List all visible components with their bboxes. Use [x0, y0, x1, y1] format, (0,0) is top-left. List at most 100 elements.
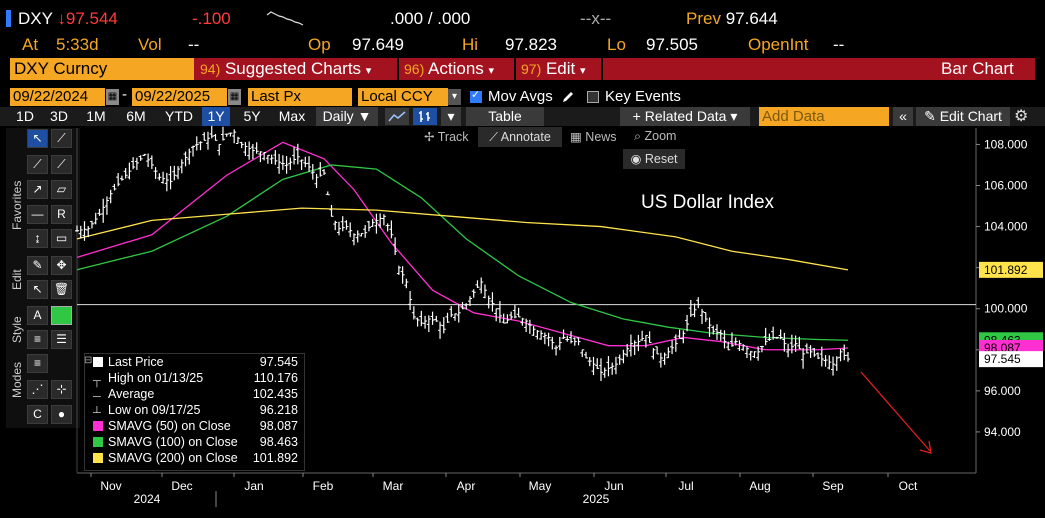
check-icon: ✓ — [471, 89, 481, 101]
chart-type-label[interactable]: Bar Chart — [941, 59, 1014, 78]
pen-tool-icon[interactable]: ✎ — [27, 256, 48, 275]
dropdown-arrow-icon[interactable]: ▾ — [448, 89, 461, 105]
start-date-input[interactable]: 09/22/2024 — [10, 88, 105, 106]
period-tab-ytd[interactable]: YTD — [165, 108, 193, 124]
line-weight-icon[interactable]: ≡ — [27, 330, 48, 349]
color-swatch-icon[interactable] — [51, 306, 72, 325]
annotate-button[interactable]: ⟋ Annotate — [478, 127, 562, 147]
menu-divider — [601, 58, 603, 80]
trend-line-icon[interactable]: ⟋ — [27, 155, 48, 174]
frequency-select[interactable]: Daily ▼ — [316, 107, 378, 126]
cursor-tool-icon[interactable]: ↖ — [27, 129, 48, 148]
horizontal-line-icon[interactable]: — — [27, 205, 48, 224]
legend-value: 102.435 — [252, 387, 298, 401]
add-data-input[interactable]: Add Data — [759, 107, 889, 126]
low-value: 97.505 — [646, 35, 698, 54]
high-label: Hi — [462, 35, 479, 54]
actions-menu[interactable]: 96) Actions ▾ — [404, 58, 494, 82]
time-value: 5:33d — [56, 35, 99, 54]
legend-high-row[interactable]: ┬ High on 01/13/25 110.176 — [85, 370, 304, 387]
select-tool-icon[interactable]: ↖ — [27, 280, 48, 299]
zoom-button[interactable]: ⌕ Zoom — [634, 129, 676, 144]
ticker-tag — [6, 10, 11, 27]
period-tab-max[interactable]: Max — [278, 108, 306, 124]
legend-sma100-row[interactable]: SMAVG (100) on Close 98.463 — [85, 434, 304, 450]
arrow-line-icon[interactable]: ↗ — [27, 180, 48, 199]
trash-icon[interactable]: 🗑 — [51, 280, 72, 299]
fib-tool-icon[interactable]: ↨ — [27, 229, 48, 248]
field-select[interactable]: Last Px — [248, 88, 352, 106]
trend-arrow-line — [860, 371, 931, 452]
line-style-icon[interactable]: ☰ — [51, 330, 72, 349]
legend-last-row[interactable]: Last Price 97.545 — [85, 354, 304, 370]
sma-line-0 — [76, 141, 849, 351]
key-events-checkbox[interactable] — [587, 91, 599, 103]
edit-chart-button[interactable]: ✎ Edit Chart — [916, 107, 1010, 126]
ticker-text: DXY — [18, 9, 53, 28]
x-month-label: May — [529, 479, 552, 493]
line-chart-icon[interactable] — [385, 108, 409, 125]
period-tab-1m[interactable]: 1M — [86, 108, 106, 124]
track-label: Track — [437, 130, 469, 144]
period-tab-3d[interactable]: 3D — [50, 108, 68, 124]
chart-title: US Dollar Index — [641, 192, 775, 213]
crosshair-icon[interactable]: ⊹ — [51, 380, 72, 399]
volume-label: Vol — [138, 35, 162, 54]
collapse-icon[interactable]: « — [893, 107, 913, 126]
move-tool-icon[interactable]: ✥ — [51, 256, 72, 275]
y-tick-label: 108.000 — [984, 137, 1028, 151]
legend-avg-row[interactable]: ─ Average 102.435 — [85, 386, 304, 403]
calendar-icon[interactable]: ▦ — [228, 89, 241, 105]
mov-avgs-label[interactable]: Mov Avgs — [488, 88, 553, 105]
chart-type-dropdown[interactable]: ▾ — [441, 107, 461, 126]
bar-chart-icon[interactable] — [413, 108, 437, 125]
text-tool-icon[interactable]: R — [51, 205, 72, 224]
mov-avgs-checkbox[interactable]: ✓ — [470, 89, 482, 103]
caret-down-icon: ▾ — [488, 65, 495, 77]
end-date-input[interactable]: 09/22/2025 — [132, 88, 227, 106]
suggested-charts-menu[interactable]: 94) Suggested Charts ▾ — [200, 58, 371, 82]
security-field[interactable]: DXY Curncy — [10, 58, 194, 80]
gear-icon[interactable]: ⚙ — [1014, 108, 1029, 125]
legend-low-row[interactable]: ┴ Low on 09/17/25 96.218 — [85, 402, 304, 419]
palette-icon[interactable]: ● — [51, 405, 72, 424]
calendar-icon[interactable]: ▦ — [106, 89, 119, 105]
track-button[interactable]: ✢ Track — [424, 129, 469, 144]
pattern-icon[interactable]: ⋰ — [27, 380, 48, 399]
open-value: 97.649 — [352, 35, 404, 54]
font-style-icon[interactable]: A — [27, 306, 48, 325]
channel-icon[interactable]: ▱ — [51, 180, 72, 199]
currency-select[interactable]: Local CCY — [358, 88, 448, 106]
key-events-label[interactable]: Key Events — [605, 88, 681, 105]
x-month-label: Nov — [100, 479, 121, 493]
related-data-button[interactable]: + Related Data ▾ — [620, 107, 750, 126]
reset-button[interactable]: ◉ Reset — [623, 149, 685, 169]
x-month-label: Mar — [383, 479, 404, 493]
legend-collapse-icon[interactable]: ⊟ — [84, 355, 93, 366]
legend-label: Average — [108, 387, 155, 401]
pencil-icon[interactable] — [561, 90, 575, 104]
tool-strip — [6, 128, 80, 428]
draw-line-tool-icon[interactable]: ⟋ — [51, 129, 72, 148]
period-tab-1y[interactable]: 1Y — [202, 107, 230, 126]
down-arrow-icon: ↓ — [57, 9, 66, 28]
period-tab-6m[interactable]: 6M — [126, 108, 146, 124]
sma200-price-label-bg — [979, 261, 1043, 278]
table-button[interactable]: Table — [466, 107, 544, 126]
related-data-label: + Related Data — [632, 108, 727, 124]
y-tick-label: 96.000 — [984, 384, 1021, 398]
reset-icon: ◉ — [630, 152, 642, 166]
ray-line-icon[interactable]: ⟋ — [51, 155, 72, 174]
legend-sma50-row[interactable]: SMAVG (50) on Close 98.087 — [85, 418, 304, 434]
period-tab-1d[interactable]: 1D — [16, 108, 34, 124]
rectangle-tool-icon[interactable]: ▭ — [51, 229, 72, 248]
legend-sma200-row[interactable]: SMAVG (200) on Close 101.892 — [85, 450, 304, 466]
y-tick-label: 106.000 — [984, 179, 1028, 193]
period-tab-5y[interactable]: 5Y — [243, 108, 261, 124]
news-button[interactable]: ▦ News — [570, 129, 617, 144]
edit-menu[interactable]: 97) Edit ▾ — [521, 58, 586, 82]
opacity-icon[interactable]: ≡ — [27, 354, 48, 373]
mode-c-icon[interactable]: C — [27, 405, 48, 424]
x-year-label: 2025 — [583, 492, 610, 506]
